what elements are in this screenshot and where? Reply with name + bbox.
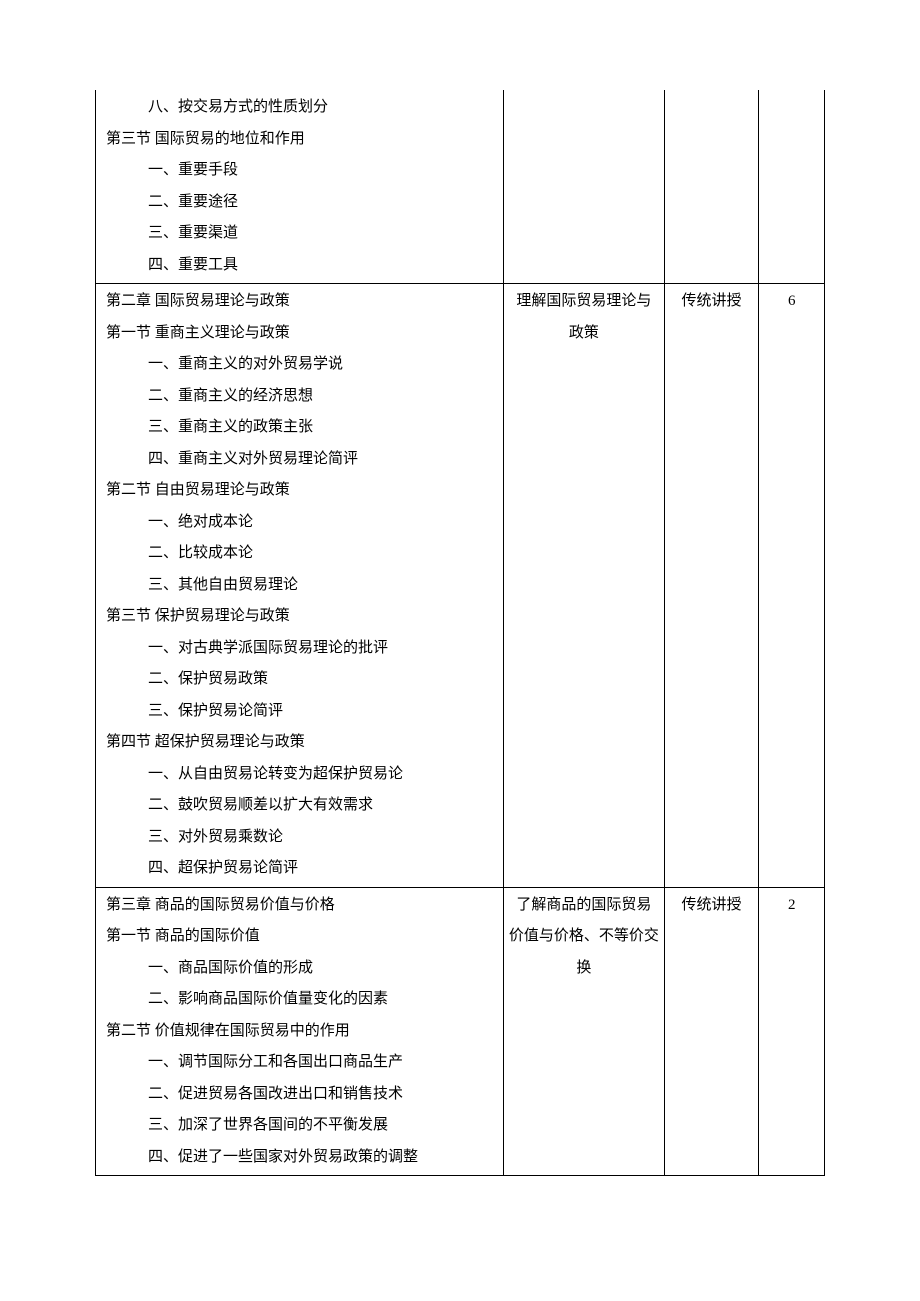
objective-line: 价值与价格、不等价交	[508, 921, 659, 953]
content-line: 第一节 商品的国际价值	[100, 921, 499, 953]
content-line: 二、促进贸易各国改进出口和销售技术	[100, 1079, 499, 1111]
content-line: 第三节 保护贸易理论与政策	[100, 601, 499, 633]
content-line: 二、比较成本论	[100, 538, 499, 570]
content-line: 三、重商主义的政策主张	[100, 412, 499, 444]
content-line: 二、鼓吹贸易顺差以扩大有效需求	[100, 790, 499, 822]
hours-cell	[759, 90, 825, 284]
hours-cell: 6	[759, 284, 825, 888]
content-line: 一、对古典学派国际贸易理论的批评	[100, 633, 499, 665]
hours-cell: 2	[759, 887, 825, 1176]
content-line: 第二节 价值规律在国际贸易中的作用	[100, 1016, 499, 1048]
content-line: 一、商品国际价值的形成	[100, 953, 499, 985]
content-line: 一、调节国际分工和各国出口商品生产	[100, 1047, 499, 1079]
objective-cell	[504, 90, 664, 284]
method-cell: 传统讲授	[664, 887, 759, 1176]
content-line: 二、重商主义的经济思想	[100, 381, 499, 413]
content-line: 四、重商主义对外贸易理论简评	[100, 444, 499, 476]
content-cell: 第二章 国际贸易理论与政策第一节 重商主义理论与政策一、重商主义的对外贸易学说二…	[96, 284, 504, 888]
content-line: 一、绝对成本论	[100, 507, 499, 539]
content-line: 第一节 重商主义理论与政策	[100, 318, 499, 350]
content-cell: 第三章 商品的国际贸易价值与价格第一节 商品的国际价值一、商品国际价值的形成二、…	[96, 887, 504, 1176]
table-row: 第二章 国际贸易理论与政策第一节 重商主义理论与政策一、重商主义的对外贸易学说二…	[96, 284, 825, 888]
content-line: 三、对外贸易乘数论	[100, 822, 499, 854]
content-line: 八、按交易方式的性质划分	[100, 92, 499, 124]
content-cell: 八、按交易方式的性质划分第三节 国际贸易的地位和作用一、重要手段二、重要途径三、…	[96, 90, 504, 284]
content-line: 三、重要渠道	[100, 218, 499, 250]
content-line: 一、重要手段	[100, 155, 499, 187]
objective-line: 理解国际贸易理论与	[508, 286, 659, 318]
content-line: 一、从自由贸易论转变为超保护贸易论	[100, 759, 499, 791]
table-row: 第三章 商品的国际贸易价值与价格第一节 商品的国际价值一、商品国际价值的形成二、…	[96, 887, 825, 1176]
objective-line: 政策	[508, 318, 659, 350]
content-line: 第四节 超保护贸易理论与政策	[100, 727, 499, 759]
content-line: 四、重要工具	[100, 250, 499, 282]
method-cell: 传统讲授	[664, 284, 759, 888]
content-line: 第二章 国际贸易理论与政策	[100, 286, 499, 318]
content-line: 四、超保护贸易论简评	[100, 853, 499, 885]
content-line: 三、其他自由贸易理论	[100, 570, 499, 602]
content-line: 三、保护贸易论简评	[100, 696, 499, 728]
objective-line: 换	[508, 953, 659, 985]
objective-cell: 理解国际贸易理论与政策	[504, 284, 664, 888]
content-line: 三、加深了世界各国间的不平衡发展	[100, 1110, 499, 1142]
content-line: 二、保护贸易政策	[100, 664, 499, 696]
syllabus-table: 八、按交易方式的性质划分第三节 国际贸易的地位和作用一、重要手段二、重要途径三、…	[95, 90, 825, 1176]
content-line: 第三章 商品的国际贸易价值与价格	[100, 890, 499, 922]
content-line: 第三节 国际贸易的地位和作用	[100, 124, 499, 156]
table-row: 八、按交易方式的性质划分第三节 国际贸易的地位和作用一、重要手段二、重要途径三、…	[96, 90, 825, 284]
objective-cell: 了解商品的国际贸易价值与价格、不等价交换	[504, 887, 664, 1176]
method-cell	[664, 90, 759, 284]
content-line: 第二节 自由贸易理论与政策	[100, 475, 499, 507]
content-line: 二、影响商品国际价值量变化的因素	[100, 984, 499, 1016]
objective-line: 了解商品的国际贸易	[508, 890, 659, 922]
content-line: 二、重要途径	[100, 187, 499, 219]
content-line: 一、重商主义的对外贸易学说	[100, 349, 499, 381]
content-line: 四、促进了一些国家对外贸易政策的调整	[100, 1142, 499, 1174]
